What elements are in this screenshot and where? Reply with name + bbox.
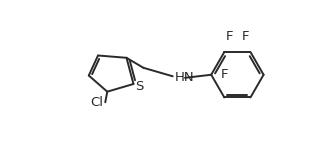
Text: F: F: [226, 30, 233, 43]
Text: S: S: [135, 80, 143, 93]
Text: HN: HN: [175, 71, 195, 84]
Text: F: F: [221, 68, 229, 81]
Text: Cl: Cl: [91, 96, 104, 109]
Text: F: F: [241, 30, 249, 43]
